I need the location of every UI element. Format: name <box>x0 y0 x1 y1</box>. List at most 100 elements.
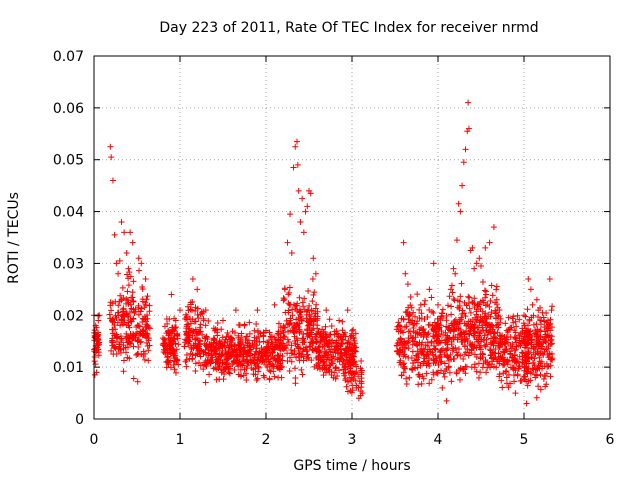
data-point <box>526 317 533 324</box>
x-tick-label: 4 <box>434 432 443 448</box>
data-point <box>530 321 537 328</box>
data-point <box>503 374 510 381</box>
data-point <box>130 375 137 382</box>
data-point <box>187 350 194 357</box>
data-point <box>314 315 321 322</box>
data-point <box>303 315 310 322</box>
data-point <box>289 312 296 319</box>
data-point <box>298 351 305 358</box>
data-point <box>165 340 172 347</box>
data-point <box>175 361 182 368</box>
data-point <box>306 302 313 309</box>
data-point <box>547 316 554 323</box>
data-point <box>284 358 291 365</box>
data-point <box>146 302 153 309</box>
data-point <box>188 344 195 351</box>
data-point <box>512 318 519 325</box>
data-point <box>145 347 152 354</box>
data-point <box>448 311 455 318</box>
data-point <box>220 317 226 324</box>
data-point <box>300 331 307 338</box>
data-point <box>219 348 226 355</box>
data-point <box>353 363 360 370</box>
data-point <box>235 342 242 349</box>
x-axis-ticks: 0 1 2 3 4 5 6 <box>90 56 615 448</box>
data-point <box>95 317 102 324</box>
data-point <box>483 315 490 322</box>
data-point <box>199 331 206 338</box>
data-point <box>255 368 262 375</box>
data-point <box>448 378 455 385</box>
y-tick-label: 0.05 <box>53 153 84 169</box>
data-point <box>514 371 521 378</box>
data-point <box>505 314 512 321</box>
data-point <box>124 288 131 295</box>
data-point <box>138 305 145 312</box>
data-point <box>417 301 424 308</box>
data-point <box>284 336 291 343</box>
data-point <box>170 362 177 369</box>
data-point <box>189 299 196 306</box>
data-point <box>342 333 349 340</box>
data-point <box>403 309 410 316</box>
data-point <box>206 350 213 357</box>
data-point <box>414 329 421 336</box>
data-point <box>146 308 153 315</box>
data-point <box>130 343 137 350</box>
data-point <box>334 331 341 338</box>
data-point <box>519 359 526 366</box>
data-point <box>317 330 324 337</box>
data-point <box>269 349 276 356</box>
data-point <box>524 344 531 351</box>
data-point <box>535 341 542 348</box>
data-point <box>476 319 483 326</box>
data-point <box>114 309 121 316</box>
data-point <box>541 318 548 325</box>
data-point <box>342 375 349 382</box>
data-point <box>293 316 300 323</box>
data-point <box>299 195 306 202</box>
data-point <box>523 369 530 376</box>
data-point <box>91 354 98 361</box>
data-point <box>192 367 199 374</box>
data-point <box>410 325 417 332</box>
data-point <box>349 374 356 381</box>
data-point <box>212 351 219 358</box>
data-point <box>280 345 287 352</box>
data-point <box>516 353 523 360</box>
data-point <box>427 348 434 355</box>
data-point <box>163 315 170 322</box>
data-point <box>294 161 301 168</box>
data-point <box>341 360 348 367</box>
data-point <box>515 342 522 349</box>
data-point <box>442 340 449 347</box>
data-point <box>496 344 503 351</box>
data-point <box>396 359 403 366</box>
data-point <box>119 284 126 291</box>
data-point <box>437 358 444 365</box>
data-point <box>110 326 117 333</box>
data-point <box>222 351 229 358</box>
data-point <box>314 308 321 315</box>
data-point <box>215 345 222 352</box>
data-point <box>171 315 178 322</box>
data-point <box>95 340 102 347</box>
data-point <box>172 340 179 347</box>
data-point <box>343 383 350 390</box>
data-point <box>256 357 263 364</box>
data-point <box>450 295 457 302</box>
data-point <box>232 341 239 348</box>
data-point <box>435 301 441 308</box>
data-point <box>305 288 312 295</box>
data-point <box>444 302 451 309</box>
data-point <box>473 260 480 267</box>
data-point <box>216 351 223 358</box>
y-tick-label: 0.02 <box>53 308 84 324</box>
data-point <box>469 298 476 305</box>
data-point <box>263 327 269 334</box>
data-point <box>449 322 456 329</box>
data-point <box>235 332 242 339</box>
data-point <box>524 365 531 372</box>
data-point <box>405 354 412 361</box>
data-point <box>246 319 253 326</box>
